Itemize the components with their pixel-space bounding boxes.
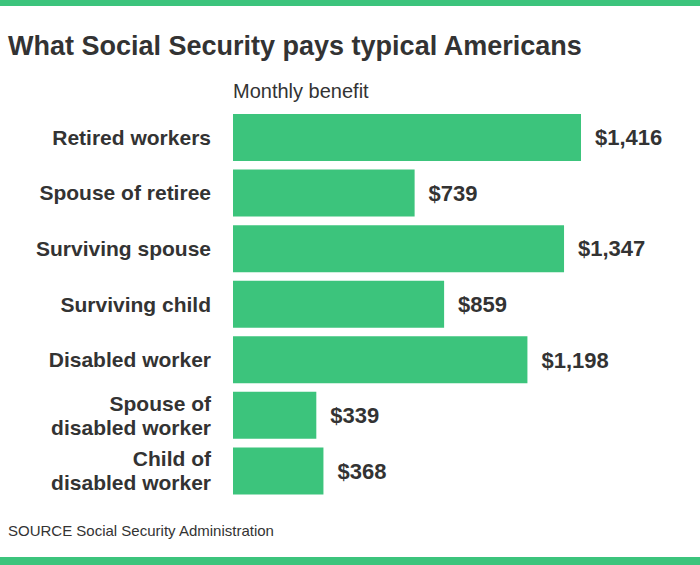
svg-text:$1,198: $1,198 bbox=[541, 348, 608, 373]
svg-text:Surviving spouse: Surviving spouse bbox=[36, 237, 211, 260]
svg-text:$1,416: $1,416 bbox=[595, 125, 662, 150]
svg-text:Retired workers: Retired workers bbox=[52, 126, 211, 149]
svg-text:$859: $859 bbox=[458, 292, 507, 317]
svg-text:$1,347: $1,347 bbox=[578, 236, 645, 261]
html-text:What Social Security pays typi: What Social Security pays typical Americ… bbox=[8, 31, 582, 61]
html-text:Monthly benefit: Monthly benefit bbox=[233, 80, 369, 102]
svg-text:Spouse of retiree: Spouse of retiree bbox=[39, 181, 211, 204]
svg-text:$368: $368 bbox=[337, 459, 386, 484]
svg-text:Surviving child: Surviving child bbox=[60, 293, 211, 316]
svg-text:Spouse ofdisabled worker: Spouse ofdisabled worker bbox=[51, 392, 212, 439]
html-text:SOURCE Social Security Adminis: SOURCE Social Security Administration bbox=[8, 522, 274, 539]
svg-text:Child ofdisabled worker: Child ofdisabled worker bbox=[51, 447, 212, 494]
svg-text:Disabled worker: Disabled worker bbox=[49, 348, 211, 371]
svg-text:$339: $339 bbox=[330, 403, 379, 428]
svg-text:$739: $739 bbox=[429, 181, 478, 206]
